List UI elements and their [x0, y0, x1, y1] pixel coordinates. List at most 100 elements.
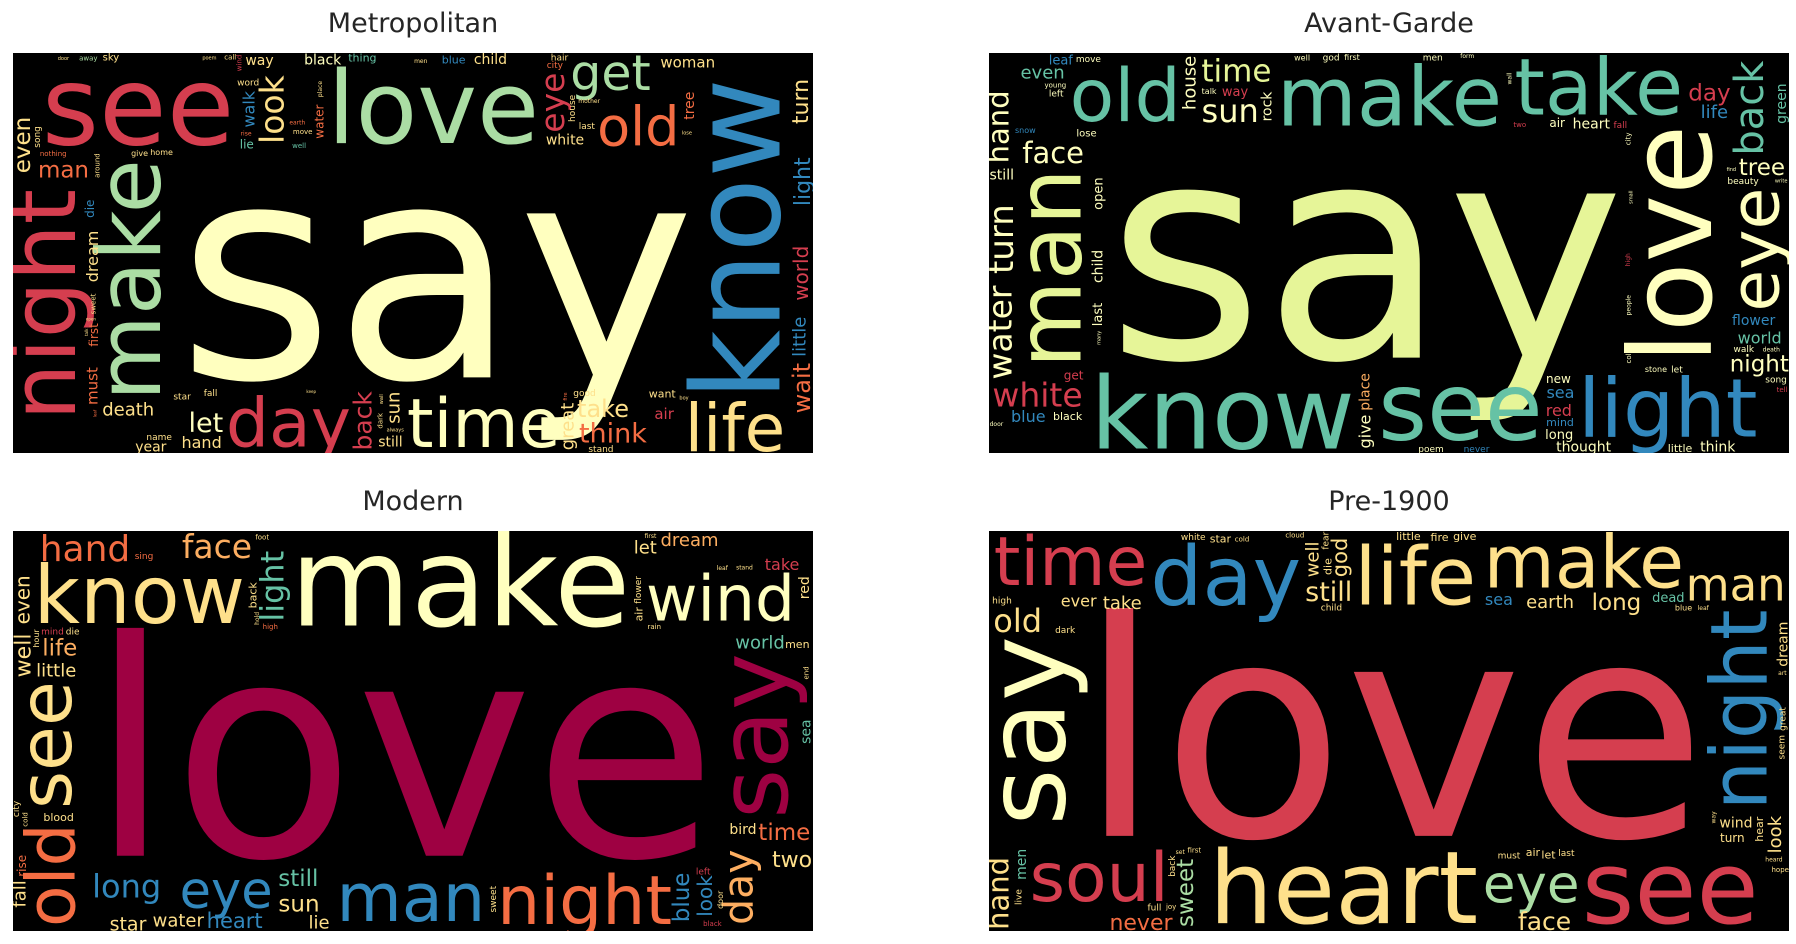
word-turn: turn — [989, 204, 1022, 274]
word-man: man — [1686, 558, 1786, 611]
word-good: good — [573, 389, 595, 399]
word-night: night — [13, 189, 97, 421]
word-air: air — [654, 405, 674, 423]
word-know: know — [34, 549, 245, 642]
word-fall: fall — [204, 389, 218, 399]
word-time: time — [407, 385, 561, 453]
word-wait: wait — [788, 363, 813, 413]
word-great: great — [557, 403, 578, 451]
word-rock: rock — [1259, 91, 1275, 122]
word-night: night — [497, 862, 672, 931]
panel-title-modern: Modern — [362, 486, 464, 517]
word-thought: thought — [1556, 440, 1612, 453]
word-people: people — [1625, 295, 1632, 316]
word-say: say — [989, 636, 1090, 826]
word-eye: eye — [1483, 854, 1580, 915]
word-fear: fear — [1322, 531, 1332, 549]
word-make: make — [1484, 531, 1684, 606]
word-high: high — [992, 596, 1012, 606]
word-men: men — [1014, 849, 1030, 880]
word-city: city — [13, 800, 22, 817]
word-long: long — [1592, 590, 1642, 616]
word-make: make — [290, 531, 630, 655]
word-life: life — [685, 390, 786, 453]
word-let: let — [189, 408, 224, 439]
word-woman: woman — [660, 53, 715, 71]
word-earth: earth — [289, 120, 305, 127]
word-take: take — [1514, 53, 1683, 133]
word-air: air — [632, 607, 645, 622]
wordcloud-pre-1900: love heart see life say day make eye soul time man… — [989, 531, 1789, 931]
word-leaf: leaf — [717, 565, 729, 572]
word-get: get — [1064, 369, 1084, 383]
word-wind: wind — [236, 55, 244, 72]
word-hour: hour — [32, 629, 41, 648]
word-black: black — [703, 920, 723, 928]
word-fire: fire — [563, 392, 569, 400]
word-first: first — [1344, 53, 1360, 62]
word-old: old — [597, 96, 679, 159]
word-little: little — [36, 660, 76, 681]
word-time: time — [994, 531, 1148, 602]
word-blue: blue — [1675, 603, 1692, 612]
word-day: day — [715, 849, 763, 924]
word-cold: cold — [1235, 536, 1250, 544]
word-see: see — [13, 681, 89, 809]
word-give: give — [131, 149, 148, 158]
word-tree: tree — [682, 92, 698, 120]
word-hand: hand — [40, 531, 131, 570]
word-green: green — [1774, 83, 1789, 123]
word-high: high — [263, 623, 278, 631]
word-word: word — [237, 79, 259, 89]
word-lose: lose — [1076, 129, 1096, 140]
word-cold: cold — [21, 812, 29, 827]
word-move: move — [293, 128, 313, 136]
word-must: must — [1498, 851, 1521, 861]
word-dark: dark — [376, 412, 384, 429]
word-heart: heart — [1573, 116, 1611, 132]
word-old: old — [1070, 54, 1181, 139]
word-city: city — [547, 61, 564, 71]
word-last: last — [579, 122, 596, 132]
word-black: black — [1053, 410, 1083, 423]
word-way: way — [1222, 85, 1249, 100]
word-place: place — [317, 81, 324, 97]
word-way: way — [245, 53, 273, 69]
word-well: well — [13, 634, 36, 678]
word-walk: walk — [1733, 345, 1754, 355]
word-turn: turn — [1720, 831, 1745, 845]
word-walk: walk — [240, 90, 259, 127]
word-blue: blue — [442, 53, 466, 66]
word-star: star — [110, 913, 147, 931]
word-hand: hand — [989, 857, 1015, 930]
word-two: two — [1513, 121, 1526, 129]
word-wall: wall — [379, 394, 385, 404]
word-black: black — [304, 53, 342, 68]
word-take: take — [765, 555, 800, 574]
word-look: look — [693, 875, 717, 917]
word-give: give — [1453, 531, 1477, 543]
word-blue: blue — [1011, 407, 1046, 426]
word-time: time — [758, 820, 810, 846]
word-house: house — [1179, 56, 1200, 110]
word-water: water — [989, 285, 1019, 379]
word-let: let — [1671, 365, 1683, 375]
word-flower: flower — [634, 576, 644, 604]
word-sing: sing — [135, 552, 154, 562]
word-leaf: leaf — [92, 409, 97, 417]
word-die: die — [66, 628, 80, 638]
word-form: form — [1460, 53, 1474, 60]
word-first: first — [87, 323, 101, 347]
word-long: long — [1545, 428, 1573, 443]
word-life: life — [1354, 531, 1476, 623]
word-door: door — [58, 56, 70, 62]
word-dark: dark — [1055, 626, 1076, 636]
word-world: world — [735, 633, 785, 654]
word-stand: stand — [588, 445, 613, 453]
word-talk: talk — [84, 328, 89, 336]
word-back: back — [247, 582, 260, 609]
word-new: new — [1546, 372, 1571, 386]
word-song: song — [33, 126, 43, 148]
wordcloud-avant-garde: say see make know love light take old man time eye… — [989, 53, 1789, 453]
word-last: last — [1558, 849, 1575, 859]
